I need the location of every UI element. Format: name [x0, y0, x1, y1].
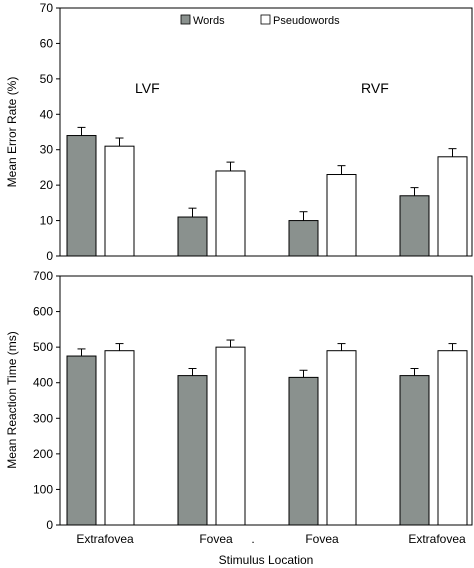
reaction-time-bar-words — [177, 375, 208, 526]
reaction-time-y-tick-label: 300 — [33, 411, 53, 425]
legend-label-pseudowords: Pseudowords — [273, 15, 340, 27]
reaction-time-y-tick-label: 600 — [33, 305, 53, 319]
legend-swatch-pseudowords — [260, 14, 271, 25]
reaction-time-y-tick-label: 0 — [46, 518, 53, 532]
error-rate-y-tick-label: 70 — [40, 1, 54, 15]
reaction-time-panel: 0 100 200 300 400 500 600 700 Extrafovea Fovea Fo… — [5, 269, 473, 567]
x-tick-label: Fovea — [305, 532, 339, 546]
reaction-time-bar-words — [66, 355, 97, 526]
error-rate-y-tick-label: 40 — [40, 107, 54, 121]
error-rate-y-tick-label: 10 — [40, 214, 54, 228]
annotation-lvf: LVF — [135, 80, 160, 96]
legend-swatch-words — [180, 14, 191, 25]
error-rate-y-tick-label: 0 — [46, 249, 53, 263]
x-axis-label: Stimulus Location — [219, 553, 314, 567]
error-rate-bar-pseudowords — [215, 170, 246, 257]
reaction-time-y-ticks: 0 100 200 300 400 500 600 700 — [33, 269, 60, 532]
reaction-time-y-axis-label: Mean Reaction Time (ms) — [5, 331, 19, 468]
reaction-time-plot-frame — [59, 275, 473, 526]
error-rate-bar-words — [288, 220, 319, 257]
reaction-time-bar-pseudowords — [104, 350, 135, 526]
error-rate-y-tick-label: 60 — [40, 36, 54, 50]
error-rate-y-axis-label: Mean Error Rate (%) — [5, 77, 19, 188]
error-rate-bars — [66, 126, 468, 257]
x-tick-label: Extrafovea — [76, 532, 134, 546]
annotation-rvf: RVF — [361, 80, 389, 96]
reaction-time-y-tick-label: 200 — [33, 447, 53, 461]
error-rate-bar-words — [66, 135, 97, 257]
reaction-time-bar-pseudowords — [437, 350, 468, 526]
error-rate-y-tick-label: 20 — [40, 178, 54, 192]
x-tick-label: Fovea — [199, 532, 233, 546]
reaction-time-y-tick-label: 100 — [33, 482, 53, 496]
error-rate-y-tick-label: 30 — [40, 143, 54, 157]
reaction-time-bar-words — [399, 375, 430, 526]
error-rate-plot-frame — [59, 7, 473, 257]
error-rate-bar-pseudowords — [326, 174, 357, 257]
reaction-time-y-tick-label: 400 — [33, 376, 53, 390]
reaction-time-y-tick-label: 700 — [33, 269, 53, 283]
x-tick-label: Extrafovea — [408, 532, 466, 546]
error-rate-y-tick-label: 50 — [40, 72, 54, 86]
reaction-time-bars — [66, 339, 468, 526]
reaction-time-bar-pseudowords — [215, 346, 246, 526]
error-rate-y-ticks: 0 10 20 30 40 50 60 70 — [40, 1, 60, 263]
reaction-time-bar-words — [288, 376, 319, 526]
error-rate-bar-pseudowords — [104, 145, 135, 257]
reaction-time-bar-pseudowords — [326, 350, 357, 526]
legend: Words Pseudowords — [180, 14, 340, 27]
separator-mark: . — [251, 532, 254, 546]
legend-label-words: Words — [193, 15, 225, 27]
reaction-time-y-tick-label: 500 — [33, 340, 53, 354]
error-rate-bar-words — [177, 216, 208, 257]
x-tick-labels: Extrafovea Fovea Fovea Extrafovea — [76, 532, 466, 546]
error-rate-bar-words — [399, 195, 430, 257]
error-rate-bar-pseudowords — [437, 156, 468, 257]
